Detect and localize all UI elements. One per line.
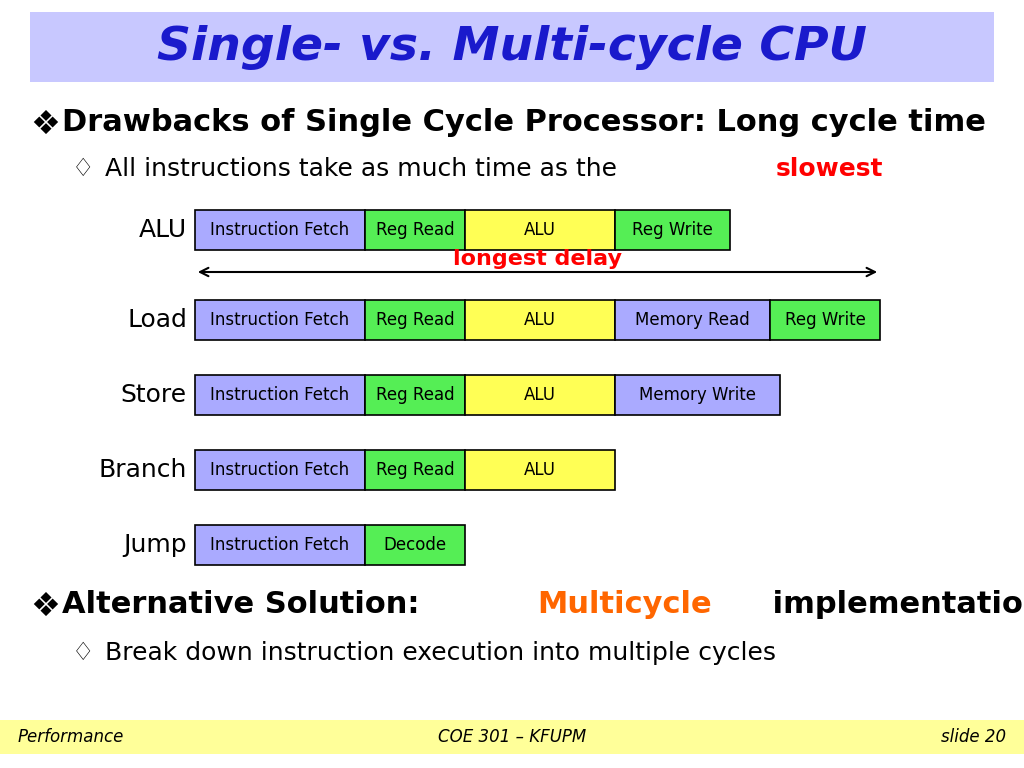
Bar — [465, 375, 615, 415]
Text: All instructions take as much time as the: All instructions take as much time as th… — [105, 157, 625, 181]
Text: ALU: ALU — [524, 461, 556, 479]
Text: Drawbacks of Single Cycle Processor: Long cycle time: Drawbacks of Single Cycle Processor: Lon… — [62, 108, 986, 137]
Text: ALU: ALU — [524, 311, 556, 329]
Text: Performance: Performance — [18, 728, 124, 746]
Bar — [195, 300, 365, 340]
Text: Single- vs. Multi-cycle CPU: Single- vs. Multi-cycle CPU — [157, 25, 867, 69]
Bar — [365, 300, 465, 340]
Text: Reg Write: Reg Write — [784, 311, 865, 329]
Text: Break down instruction execution into multiple cycles: Break down instruction execution into mu… — [105, 641, 776, 665]
Bar — [615, 375, 780, 415]
Text: Reg Read: Reg Read — [376, 461, 455, 479]
Text: Instruction Fetch: Instruction Fetch — [211, 536, 349, 554]
Text: ALU: ALU — [524, 386, 556, 404]
Text: Instruction Fetch: Instruction Fetch — [211, 386, 349, 404]
Text: COE 301 – KFUPM: COE 301 – KFUPM — [438, 728, 586, 746]
Bar — [365, 375, 465, 415]
Text: slowest: slowest — [776, 157, 884, 181]
Text: ALU: ALU — [139, 218, 187, 242]
Text: Decode: Decode — [383, 536, 446, 554]
Text: Multicycle: Multicycle — [537, 590, 712, 619]
Text: Reg Read: Reg Read — [376, 311, 455, 329]
Bar — [770, 300, 880, 340]
Text: Reg Write: Reg Write — [632, 221, 713, 239]
Text: Alternative Solution:: Alternative Solution: — [62, 590, 430, 619]
Text: ❖: ❖ — [30, 590, 59, 623]
Bar — [195, 525, 365, 565]
Bar — [195, 210, 365, 250]
Text: slide 20: slide 20 — [941, 728, 1006, 746]
Text: Branch: Branch — [98, 458, 187, 482]
Text: Jump: Jump — [123, 533, 187, 557]
Bar — [365, 210, 465, 250]
Text: Reg Read: Reg Read — [376, 221, 455, 239]
Text: Memory Read: Memory Read — [635, 311, 750, 329]
Bar — [195, 375, 365, 415]
Text: ♢: ♢ — [72, 157, 94, 181]
Bar — [465, 300, 615, 340]
Bar — [615, 210, 730, 250]
Text: Instruction Fetch: Instruction Fetch — [211, 311, 349, 329]
Text: implementation: implementation — [762, 590, 1024, 619]
Text: Instruction Fetch: Instruction Fetch — [211, 461, 349, 479]
Text: Load: Load — [127, 308, 187, 332]
Text: ALU: ALU — [524, 221, 556, 239]
Bar — [0, 720, 1024, 754]
Bar — [615, 300, 770, 340]
Bar — [30, 12, 994, 82]
Bar — [195, 450, 365, 490]
Bar — [365, 525, 465, 565]
Bar — [465, 450, 615, 490]
Bar — [365, 450, 465, 490]
Text: Store: Store — [121, 383, 187, 407]
Text: Reg Read: Reg Read — [376, 386, 455, 404]
Text: ❖: ❖ — [30, 108, 59, 141]
Text: longest delay: longest delay — [453, 249, 622, 269]
Text: ♢: ♢ — [72, 641, 94, 665]
Text: Memory Write: Memory Write — [639, 386, 756, 404]
Text: Instruction Fetch: Instruction Fetch — [211, 221, 349, 239]
Bar — [465, 210, 615, 250]
